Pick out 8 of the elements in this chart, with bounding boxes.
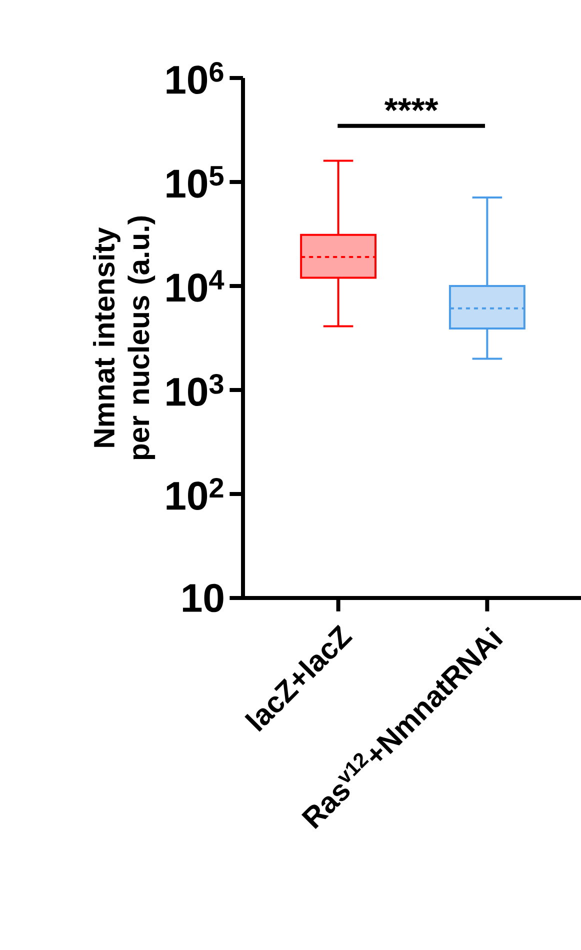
annotation: **** xyxy=(384,98,438,112)
y-tick-label: 10$^{4}$ xyxy=(166,270,224,302)
y-axis-title: Nmnat intensity per nucleus (a.u.) xyxy=(93,216,156,460)
y-tick-label: 10$^{5}$ xyxy=(166,166,224,198)
y-tick-label: 10$^{2}$ xyxy=(166,478,224,510)
y-tick-label: 10$^{3}$ xyxy=(166,374,224,406)
y-tick-label: 10$^{6}$ xyxy=(166,62,224,94)
y-tick-label: 10 xyxy=(182,584,224,612)
